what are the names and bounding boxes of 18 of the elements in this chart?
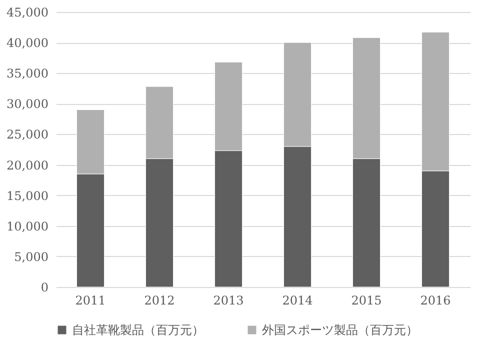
- y-tick-label: 45,000: [6, 6, 48, 20]
- y-tick-label: 40,000: [6, 36, 48, 50]
- x-tick-label: 2013: [213, 294, 244, 308]
- x-tick-label: 2011: [75, 294, 106, 308]
- legend-label: 外国スポーツ製品（百万元）: [262, 323, 418, 337]
- y-tick-label: 15,000: [6, 188, 48, 203]
- x-tick-label: 2016: [420, 294, 451, 308]
- y-tick-label: 35,000: [6, 66, 48, 81]
- y-tick-label: 20,000: [6, 158, 48, 172]
- y-tick-label: 0: [40, 280, 48, 294]
- y-tick-label: 30,000: [6, 97, 48, 112]
- x-tick-label: 2012: [144, 294, 175, 308]
- y-tick-label: 10,000: [6, 219, 48, 234]
- x-tick-label: 2014: [282, 294, 314, 308]
- x-tick-label: 2015: [351, 294, 382, 308]
- y-tick-label: 25,000: [6, 128, 48, 142]
- legend-label: 自社革靴製品（百万元）: [72, 323, 204, 337]
- y-tick-label: 5,000: [14, 250, 48, 264]
